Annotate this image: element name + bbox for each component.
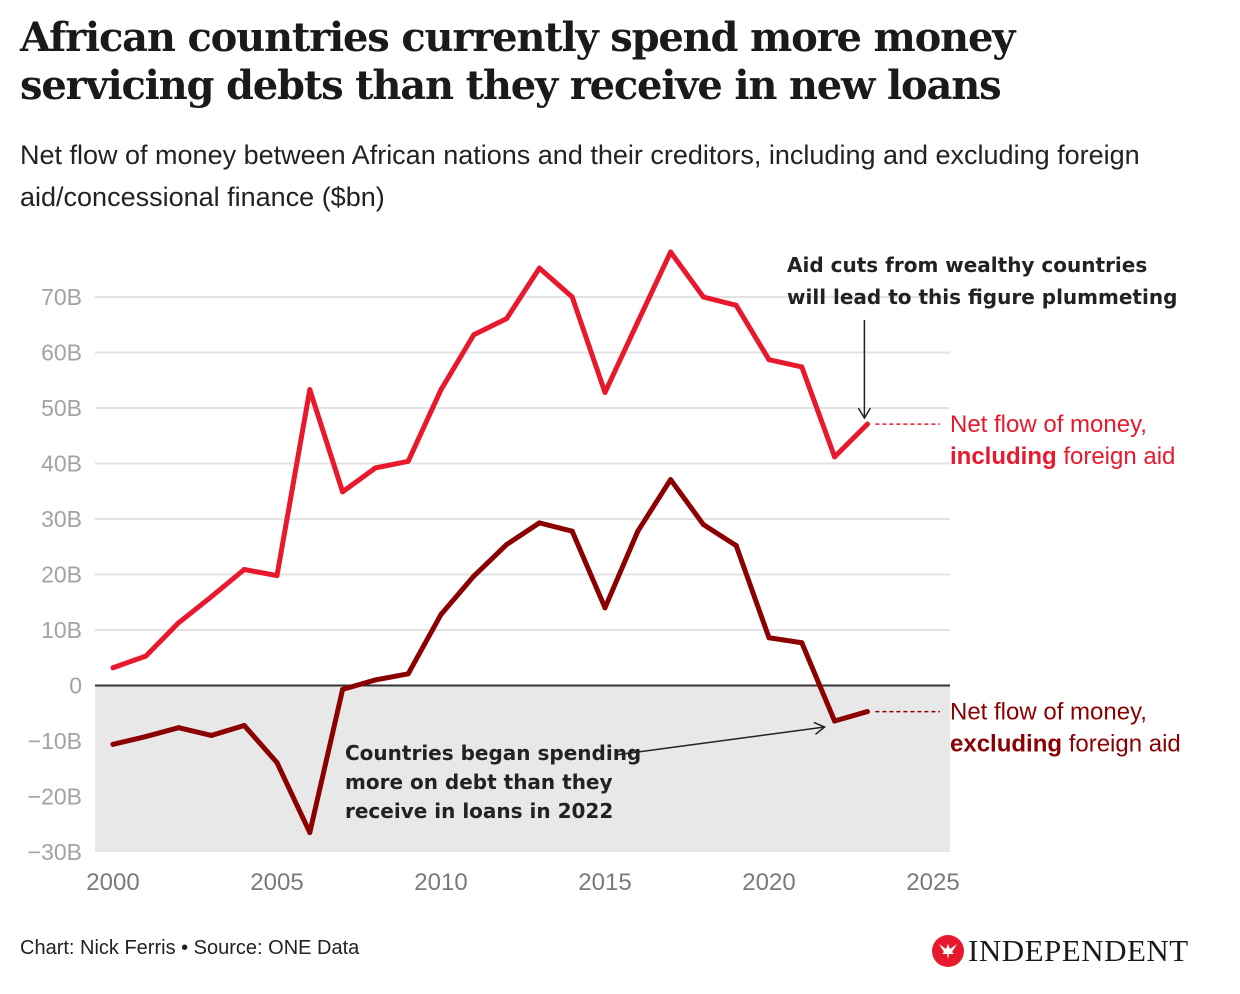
data-point: [799, 364, 805, 370]
chart-subtitle: Net flow of money between African nation…: [20, 140, 1140, 212]
data-point: [176, 620, 182, 626]
x-tick-label: 2000: [86, 869, 139, 896]
data-point: [274, 760, 280, 766]
y-tick-label: 50B: [41, 395, 82, 421]
data-point: [340, 489, 346, 495]
data-point: [569, 528, 575, 534]
series-label-emphasis: excluding: [950, 731, 1062, 758]
data-point: [569, 294, 575, 300]
annotation-debt-2022: receive in loans in 2022: [345, 799, 613, 823]
series-lines: [110, 249, 870, 836]
annotations: Aid cuts from wealthy countries will lead…: [345, 253, 1177, 823]
data-point: [864, 421, 870, 427]
data-point: [602, 605, 608, 611]
data-point: [208, 594, 214, 600]
data-point: [668, 477, 674, 483]
y-tick-label: 20B: [41, 562, 82, 588]
data-point: [635, 528, 641, 534]
data-point: [536, 520, 542, 526]
data-point: [471, 573, 477, 579]
data-point: [635, 319, 641, 325]
gridlines: [95, 296, 950, 631]
data-point: [733, 543, 739, 549]
y-tick-label: 60B: [41, 340, 82, 366]
series-label-line1: Net flow of money,: [950, 699, 1147, 726]
data-point: [143, 734, 149, 740]
annotation-aid-cuts: Aid cuts from wealthy countries: [787, 253, 1147, 277]
data-point: [405, 458, 411, 464]
x-tick-label: 2020: [742, 869, 795, 896]
series-line-excluding-aid: [110, 477, 870, 836]
x-tick-label: 2025: [906, 869, 959, 896]
negative-region-shading: [95, 685, 950, 852]
series-label-leaders: [875, 423, 940, 713]
y-tick-label: −10B: [28, 728, 82, 754]
data-point: [274, 573, 280, 579]
data-point: [110, 741, 116, 747]
data-point: [733, 302, 739, 308]
annotation-debt-2022: Countries began spending: [345, 741, 641, 765]
x-tick-label: 2015: [578, 869, 631, 896]
x-tick-label: 2010: [414, 869, 467, 896]
annotation-arrow: [614, 721, 827, 756]
y-tick-label: 10B: [41, 617, 82, 643]
data-point: [307, 830, 313, 836]
data-point: [438, 611, 444, 617]
series-labels: Net flow of money, including foreign aid N…: [950, 411, 1181, 757]
data-point: [766, 357, 772, 363]
data-point: [110, 665, 116, 671]
annotation-debt-2022: more on debt than they: [345, 770, 613, 794]
chart-credit: Chart: Nick Ferris • Source: ONE Data: [20, 937, 360, 959]
data-point: [799, 640, 805, 646]
series-label-line1: Net flow of money,: [950, 411, 1147, 438]
data-point: [668, 249, 674, 255]
publisher-name: INDEPENDENT: [968, 933, 1189, 968]
series-line-including-aid: [110, 249, 870, 671]
y-tick-label: −30B: [28, 839, 82, 865]
data-point: [176, 725, 182, 731]
data-point: [438, 387, 444, 393]
data-point: [208, 732, 214, 738]
data-point: [471, 332, 477, 338]
data-point: [405, 671, 411, 677]
data-point: [143, 653, 149, 659]
data-point: [307, 387, 313, 393]
series-label-line2: excluding foreign aid: [950, 731, 1181, 758]
y-tick-label: 70B: [41, 284, 82, 310]
data-point: [504, 542, 510, 548]
data-point: [864, 709, 870, 715]
data-point: [602, 389, 608, 395]
series-label-emphasis: including: [950, 443, 1057, 470]
y-tick-label: 40B: [41, 451, 82, 477]
chart-title: African countries currently spend more m…: [20, 14, 1015, 109]
annotation-aid-cuts: will lead to this figure plummeting: [787, 285, 1177, 309]
x-tick-label: 2005: [250, 869, 303, 896]
y-axis-ticks: −30B −20B −10B 0 10B 20B 30B 40B 50B 60B 70B: [28, 284, 82, 865]
x-axis-ticks: 2000 2005 2010 2015 2020 2025: [86, 869, 959, 896]
data-point: [372, 677, 378, 683]
eagle-icon: [932, 935, 964, 967]
data-point: [340, 686, 346, 692]
data-point: [372, 465, 378, 471]
data-point: [241, 567, 247, 573]
data-point: [241, 722, 247, 728]
data-point: [700, 522, 706, 528]
data-point: [832, 454, 838, 460]
data-point: [700, 294, 706, 300]
series-label-line2: including foreign aid: [950, 443, 1175, 470]
data-point: [766, 635, 772, 641]
data-point: [832, 718, 838, 724]
series-label-suffix: foreign aid: [1057, 443, 1176, 470]
y-tick-label: −20B: [28, 784, 82, 810]
y-tick-label: 30B: [41, 506, 82, 532]
data-point: [536, 265, 542, 271]
data-point: [504, 316, 510, 322]
y-tick-label: 0: [69, 673, 82, 699]
series-label-suffix: foreign aid: [1062, 731, 1181, 758]
publisher-logo: INDEPENDENT: [932, 932, 1189, 970]
